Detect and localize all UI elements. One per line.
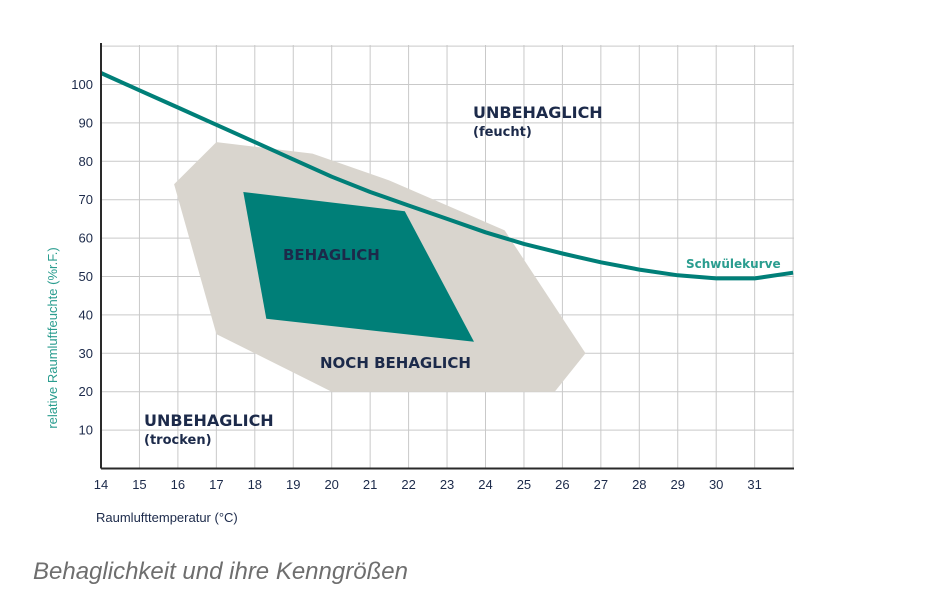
label-unbehaglich-trocken: UNBEHAGLICH (144, 411, 274, 430)
label-trocken: (trocken) (144, 433, 212, 448)
x-tick-label: 16 (171, 477, 185, 492)
y-tick-label: 80 (79, 154, 93, 169)
label-feucht: (feucht) (473, 125, 532, 140)
y-tick-label: 60 (79, 231, 93, 246)
x-tick-label: 26 (555, 477, 569, 492)
label-schwuelekurve: Schwülekurve (686, 257, 781, 271)
x-tick-label: 15 (132, 477, 146, 492)
x-tick-label: 27 (594, 477, 608, 492)
y-tick-label: 30 (79, 346, 93, 361)
regions (174, 142, 586, 392)
x-tick-label: 28 (632, 477, 646, 492)
label-behaglich: BEHAGLICH (283, 246, 380, 264)
x-tick-label: 17 (209, 477, 223, 492)
x-tick-labels: 14 15 16 17 18 19 20 21 22 23 24 25 26 27 28 29 30 31 (94, 477, 762, 492)
x-tick-label: 29 (671, 477, 685, 492)
y-tick-label: 70 (79, 192, 93, 207)
x-tick-label: 25 (517, 477, 531, 492)
y-tick-label: 40 (79, 307, 93, 322)
y-tick-label: 100 (71, 77, 93, 92)
figure-caption: Behaglichkeit und ihre Kenngrößen (33, 558, 408, 585)
x-tick-label: 24 (478, 477, 492, 492)
y-axis-label: relative Raumluftfeuchte (%r.F.) (45, 247, 60, 428)
y-tick-label: 20 (79, 384, 93, 399)
x-axis-label: Raumlufttemperatur (°C) (96, 510, 238, 525)
y-tick-label: 90 (79, 115, 93, 130)
x-tick-label: 23 (440, 477, 454, 492)
x-tick-label: 30 (709, 477, 723, 492)
x-tick-label: 18 (248, 477, 262, 492)
x-tick-label: 20 (324, 477, 338, 492)
x-tick-label: 19 (286, 477, 300, 492)
x-tick-label: 14 (94, 477, 108, 492)
axes (100, 43, 794, 470)
y-tick-label: 50 (79, 269, 93, 284)
label-unbehaglich-feucht: UNBEHAGLICH (473, 103, 603, 122)
y-tick-labels: 10 20 30 40 50 60 70 80 90 100 (71, 77, 93, 438)
x-tick-label: 31 (747, 477, 761, 492)
schwuelekurve-line (100, 71, 794, 281)
x-tick-label: 21 (363, 477, 377, 492)
region-behaglich (243, 192, 474, 342)
y-tick-label: 10 (79, 423, 93, 438)
x-tick-label: 22 (401, 477, 415, 492)
label-noch-behaglich: NOCH BEHAGLICH (320, 354, 471, 372)
